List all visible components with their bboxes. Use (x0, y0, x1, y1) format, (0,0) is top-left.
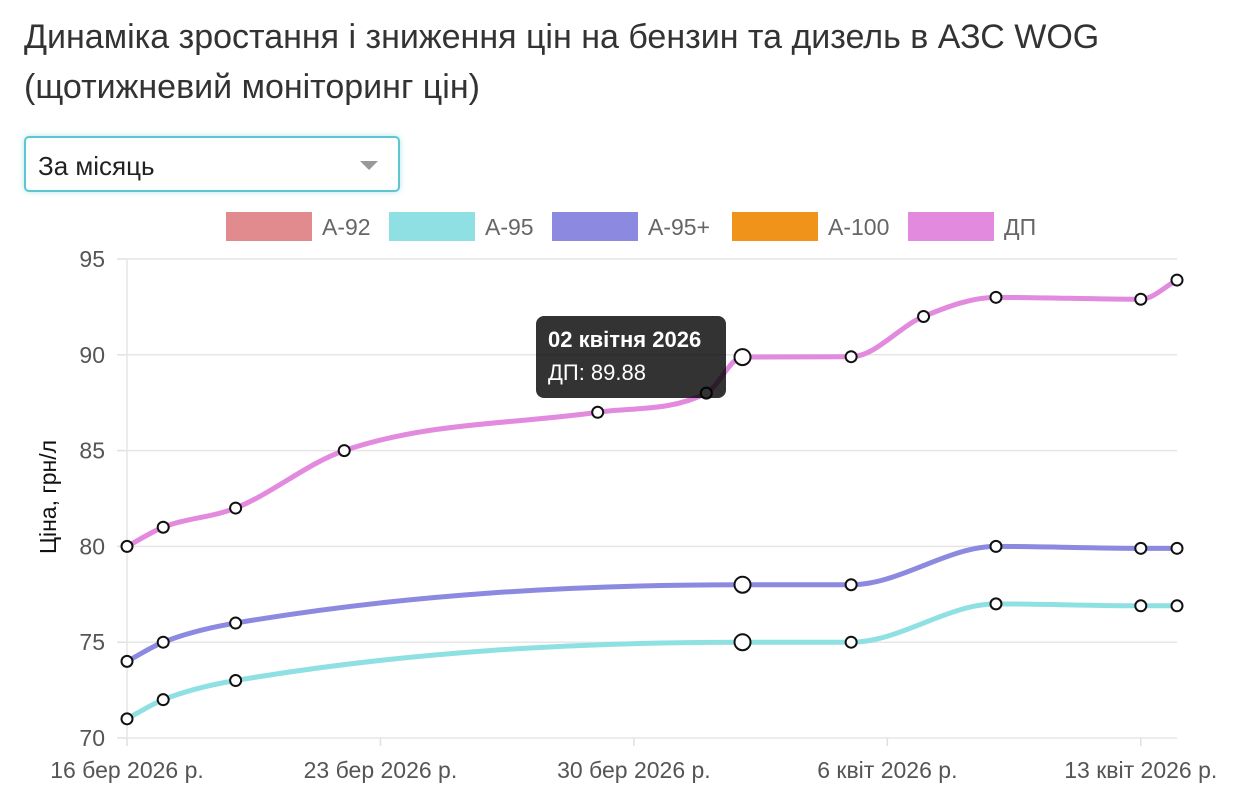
x-axis-ticks: 16 бер 2026 р. 23 бер 2026 р. 30 бер 2026 … (50, 757, 1217, 783)
x-tick-label: 30 бер 2026 р. (557, 757, 711, 783)
legend-swatch (552, 212, 638, 241)
data-point[interactable] (120, 654, 134, 668)
data-point[interactable] (156, 520, 170, 534)
data-point[interactable] (229, 501, 243, 515)
data-point[interactable] (337, 444, 351, 458)
x-tick-label: 16 бер 2026 р. (50, 757, 204, 783)
legend-item[interactable]: А-95+ (552, 212, 710, 241)
y-tick-label: 95 (79, 246, 105, 272)
y-tick-label: 75 (79, 629, 105, 655)
chart-title: Динаміка зростання і зниження цін на бен… (24, 18, 1100, 106)
data-point[interactable] (989, 597, 1003, 611)
chevron-down-icon (360, 161, 378, 170)
series-line (124, 601, 1180, 722)
legend-swatch (389, 212, 475, 241)
data-point[interactable] (156, 693, 170, 707)
data-point[interactable] (917, 309, 931, 323)
legend-swatch (908, 212, 994, 241)
x-tick-label: 13 квіт 2026 р. (1064, 757, 1217, 783)
legend-swatch (226, 212, 312, 241)
data-point[interactable] (989, 290, 1003, 304)
data-point[interactable] (1134, 292, 1148, 306)
data-point[interactable] (229, 616, 243, 630)
legend-label: А-95+ (648, 214, 710, 240)
legend-label: А-100 (828, 214, 889, 240)
data-point[interactable] (733, 348, 752, 367)
x-tick-label: 6 квіт 2026 р. (817, 757, 957, 783)
series-line (124, 543, 1180, 664)
y-axis-ticks: 95 90 85 80 75 70 (79, 246, 105, 751)
period-select-value: За місяць (38, 151, 155, 181)
data-point[interactable] (120, 712, 134, 726)
legend-item[interactable]: А-95 (389, 212, 534, 241)
data-point[interactable] (844, 578, 858, 592)
y-axis-label: Ціна, грн/л (35, 440, 61, 554)
legend-label: А-95 (485, 214, 534, 240)
data-point[interactable] (156, 635, 170, 649)
data-point[interactable] (591, 405, 605, 419)
legend-item[interactable]: ДП (908, 212, 1036, 241)
data-point[interactable] (1134, 599, 1148, 613)
data-point[interactable] (229, 674, 243, 688)
data-point[interactable] (1170, 541, 1184, 555)
tooltip-body: ДП: 89.88 (548, 360, 646, 385)
data-point[interactable] (1134, 541, 1148, 555)
legend-label: ДП (1004, 214, 1036, 240)
data-point[interactable] (120, 539, 134, 553)
legend-item[interactable]: А-100 (732, 212, 889, 241)
legend-item[interactable]: А-92 (226, 212, 371, 241)
y-tick-label: 85 (79, 438, 105, 464)
data-point[interactable] (1170, 599, 1184, 613)
series-points (120, 273, 1184, 726)
period-select[interactable]: За місяць (24, 136, 400, 192)
y-tick-label: 90 (79, 342, 105, 368)
legend-label: А-92 (322, 214, 371, 240)
legend: А-92 А-95 А-95+ А-100 ДП (226, 212, 1036, 241)
data-point[interactable] (844, 350, 858, 364)
data-point[interactable] (733, 633, 752, 652)
data-point[interactable] (989, 539, 1003, 553)
grid-lines (117, 258, 1177, 746)
legend-swatch (732, 212, 818, 241)
y-tick-label: 70 (79, 725, 105, 751)
data-point[interactable] (1170, 273, 1184, 287)
data-point[interactable] (733, 575, 752, 594)
x-tick-label: 23 бер 2026 р. (304, 757, 458, 783)
tooltip: 02 квітня 2026 ДП: 89.88 (536, 316, 726, 398)
data-point[interactable] (844, 635, 858, 649)
tooltip-title: 02 квітня 2026 (548, 327, 702, 352)
y-tick-label: 80 (79, 533, 105, 559)
